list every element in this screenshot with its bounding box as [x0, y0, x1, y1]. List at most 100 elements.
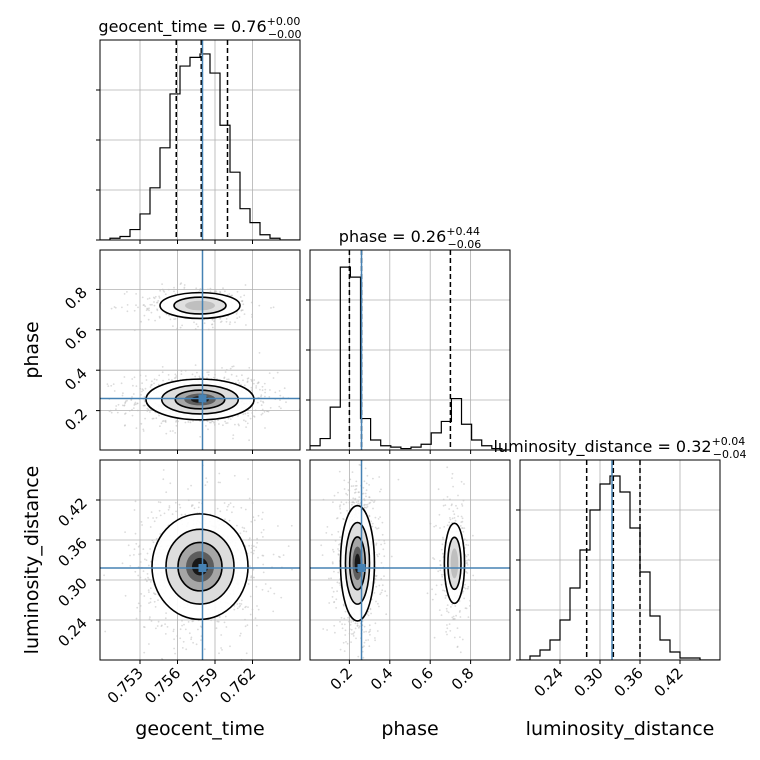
contour-line — [344, 521, 371, 605]
sample-point — [375, 694, 377, 696]
sample-point — [251, 544, 254, 547]
sample-point — [121, 404, 124, 407]
sample-point — [307, 381, 309, 383]
sample-point — [174, 373, 177, 376]
sample-point — [380, 591, 383, 594]
sample-point — [462, 590, 465, 593]
sample-point — [467, 553, 469, 556]
sample-point — [339, 512, 342, 514]
sample-point — [373, 592, 376, 594]
sample-point — [250, 576, 253, 579]
sample-point — [139, 605, 142, 607]
sample-point — [261, 408, 264, 411]
sample-point — [245, 530, 248, 533]
sample-point — [213, 421, 215, 424]
sample-point — [226, 422, 229, 424]
sample-point — [148, 602, 150, 604]
sample-point — [363, 625, 366, 628]
sample-point — [239, 634, 241, 637]
sample-point — [192, 420, 194, 422]
sample-point — [354, 491, 357, 494]
sample-point — [136, 402, 139, 405]
sample-point — [161, 657, 163, 660]
sample-point — [153, 304, 156, 307]
sample-point — [354, 622, 357, 625]
sample-point — [467, 558, 470, 561]
sample-point — [437, 570, 440, 573]
sample-point — [223, 502, 226, 504]
sample-point — [126, 399, 128, 402]
sample-point — [141, 382, 144, 385]
sample-point — [442, 552, 444, 555]
sample-point — [290, 524, 293, 527]
sample-point — [132, 393, 135, 395]
sample-point — [244, 625, 247, 628]
sample-point — [451, 517, 454, 520]
sample-point — [364, 467, 367, 470]
sample-point — [353, 501, 355, 504]
sample-point — [465, 607, 468, 610]
sample-point — [143, 626, 146, 629]
sample-point — [142, 430, 145, 432]
sample-point — [180, 282, 183, 284]
sample-point — [235, 313, 238, 315]
sample-point — [433, 636, 436, 639]
sample-point — [253, 576, 256, 579]
sample-point — [349, 623, 352, 626]
sample-point — [149, 526, 152, 528]
sample-point — [377, 454, 379, 456]
sample-point — [442, 589, 444, 592]
sample-point — [260, 394, 263, 396]
sample-point — [174, 432, 177, 434]
sample-point — [251, 502, 254, 504]
sample-point — [228, 293, 231, 295]
sample-point — [364, 455, 366, 457]
sample-point — [255, 585, 258, 588]
sample-point — [147, 517, 150, 519]
sample-point — [108, 410, 111, 413]
sample-point — [269, 407, 272, 409]
sample-point — [378, 553, 381, 555]
sample-point — [463, 483, 465, 485]
sample-point — [149, 303, 152, 306]
sample-point — [449, 517, 451, 519]
sample-point — [232, 437, 234, 440]
sample-point — [205, 477, 208, 480]
sample-point — [244, 412, 247, 415]
sample-point — [268, 372, 271, 374]
sample-point — [124, 413, 126, 415]
sample-point — [453, 636, 456, 639]
sample-point — [307, 401, 309, 403]
sample-point — [344, 629, 347, 632]
sample-point — [211, 323, 213, 326]
sample-point — [377, 602, 379, 605]
sample-point — [148, 578, 150, 581]
sample-point — [206, 481, 209, 483]
sample-point — [442, 504, 445, 507]
sample-point — [348, 628, 351, 630]
sample-point — [143, 314, 146, 317]
sample-point — [133, 548, 136, 551]
sample-point — [376, 527, 378, 530]
sample-point — [120, 382, 123, 385]
sample-point — [164, 617, 167, 620]
sample-point — [244, 420, 247, 423]
sample-point — [135, 304, 137, 307]
sample-point — [174, 501, 177, 504]
sample-point — [229, 645, 231, 648]
sample-point — [350, 628, 353, 631]
sample-point — [441, 575, 444, 578]
sample-point — [442, 536, 444, 539]
sample-point — [322, 498, 325, 501]
sample-point — [246, 624, 249, 626]
sample-point — [285, 401, 287, 404]
sample-point — [131, 378, 134, 380]
sample-point — [368, 484, 370, 486]
sample-point — [143, 651, 146, 654]
sample-point — [203, 322, 206, 325]
sample-point — [149, 616, 151, 618]
sample-point — [248, 539, 250, 541]
sample-point — [445, 607, 448, 610]
sample-point — [227, 417, 230, 420]
sample-point — [155, 627, 157, 630]
